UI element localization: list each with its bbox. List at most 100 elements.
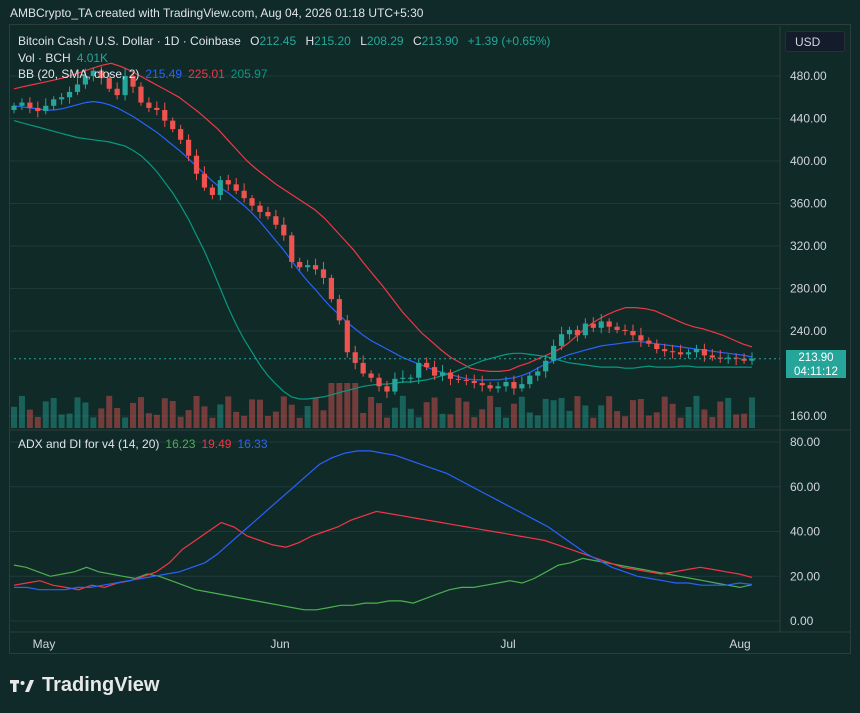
candle-body bbox=[114, 88, 120, 96]
volume-bar bbox=[510, 403, 517, 428]
volume-bar bbox=[407, 408, 414, 428]
candle-body bbox=[11, 105, 17, 110]
minus-di-line bbox=[13, 510, 753, 591]
volume-bar bbox=[185, 410, 192, 428]
volume-bar bbox=[653, 412, 660, 428]
adx-tick-label: 40.00 bbox=[790, 525, 820, 539]
brand-name: TradingView bbox=[42, 674, 160, 696]
bb-label: BB (20, SMA, close, 2) bbox=[18, 67, 140, 81]
candle-body bbox=[35, 107, 41, 112]
volume-bar bbox=[66, 413, 73, 428]
candle-body bbox=[257, 205, 263, 212]
bb-upper-line bbox=[13, 62, 753, 372]
candle-body bbox=[535, 371, 541, 376]
candle-body bbox=[74, 84, 81, 92]
candle-body bbox=[312, 265, 319, 270]
volume-bar bbox=[447, 414, 454, 428]
adx-tick-label: 20.00 bbox=[790, 569, 820, 583]
volume-bar bbox=[50, 398, 57, 428]
candle-body bbox=[574, 329, 581, 336]
volume-bar bbox=[566, 410, 573, 428]
volume-bar bbox=[463, 401, 470, 428]
time-tick-label: Jun bbox=[270, 637, 289, 651]
volume-bar bbox=[344, 383, 351, 428]
candle-body bbox=[106, 78, 112, 89]
volume-bar bbox=[130, 402, 137, 428]
candle-body bbox=[471, 380, 477, 384]
volume-bar bbox=[288, 404, 295, 428]
volume-bar bbox=[733, 414, 740, 428]
volume-bar bbox=[471, 417, 478, 428]
candle-body bbox=[416, 362, 422, 378]
candle-body bbox=[622, 329, 628, 331]
minus-di-value: 19.49 bbox=[201, 437, 232, 451]
high-value: 215.20 bbox=[314, 34, 351, 48]
volume-bar bbox=[122, 417, 129, 428]
volume-bar bbox=[193, 395, 200, 428]
volume-bar bbox=[606, 396, 613, 428]
candle-body bbox=[717, 357, 723, 359]
tradingview-brand: TradingView bbox=[10, 674, 159, 697]
volume-bar bbox=[257, 399, 263, 428]
candle-body bbox=[511, 382, 517, 389]
volume-legend: Vol · BCH 4.01K bbox=[18, 51, 114, 65]
candle-body bbox=[741, 358, 747, 361]
open-label: O bbox=[250, 34, 260, 48]
volume-bar bbox=[114, 407, 121, 428]
volume-bar bbox=[137, 397, 144, 428]
candle-body bbox=[241, 190, 247, 199]
volume-bar bbox=[82, 402, 89, 428]
adx-line bbox=[14, 450, 753, 591]
volume-bar bbox=[423, 402, 430, 428]
candle-body bbox=[384, 386, 390, 392]
candle-body bbox=[178, 129, 184, 140]
candle-body bbox=[566, 329, 573, 335]
volume-bar bbox=[518, 396, 525, 428]
volume-bar bbox=[272, 411, 279, 428]
bb-basis-line bbox=[13, 100, 753, 381]
candle-body bbox=[273, 216, 279, 225]
candle-body bbox=[392, 378, 398, 392]
candle-body bbox=[209, 187, 215, 195]
volume-bar bbox=[201, 406, 208, 428]
candle-body bbox=[376, 377, 382, 387]
volume-bar bbox=[360, 412, 367, 428]
adx-tick-label: 0.00 bbox=[790, 614, 814, 628]
bb-lower-line bbox=[13, 120, 753, 400]
volume-bar bbox=[455, 397, 462, 428]
candle-body bbox=[281, 224, 287, 236]
plus-di-value: 16.23 bbox=[165, 437, 196, 451]
candle-body bbox=[551, 345, 557, 361]
high-label: H bbox=[305, 34, 315, 48]
adx-tick-label: 80.00 bbox=[790, 435, 820, 449]
candle-body bbox=[305, 265, 311, 268]
candle-body bbox=[193, 155, 200, 174]
price-tick-label: 160.00 bbox=[790, 409, 827, 423]
volume-bar bbox=[669, 403, 676, 428]
candle-body bbox=[709, 355, 715, 358]
volume-value: 4.01K bbox=[76, 51, 109, 65]
volume-bar bbox=[637, 398, 644, 428]
volume-bar bbox=[685, 406, 692, 428]
volume-bar bbox=[741, 413, 748, 428]
candle-body bbox=[503, 382, 509, 387]
candle-body bbox=[43, 105, 49, 112]
volume-bar bbox=[352, 383, 359, 428]
price-tick-label: 280.00 bbox=[790, 282, 827, 296]
volume-bar bbox=[558, 398, 565, 428]
volume-bar bbox=[312, 398, 319, 428]
price-tick-label: 320.00 bbox=[790, 239, 827, 253]
volume-bar bbox=[90, 417, 97, 428]
volume-bar bbox=[598, 405, 605, 428]
candle-body bbox=[455, 378, 461, 380]
candle-body bbox=[543, 360, 549, 372]
currency-button[interactable]: USD bbox=[785, 31, 845, 52]
candle-body bbox=[27, 102, 33, 108]
volume-bar bbox=[336, 383, 343, 428]
volume-bar bbox=[629, 400, 636, 428]
candle-body bbox=[519, 384, 525, 389]
volume-bar bbox=[280, 396, 287, 428]
candle-body bbox=[130, 76, 136, 87]
volume-bar bbox=[34, 416, 41, 428]
